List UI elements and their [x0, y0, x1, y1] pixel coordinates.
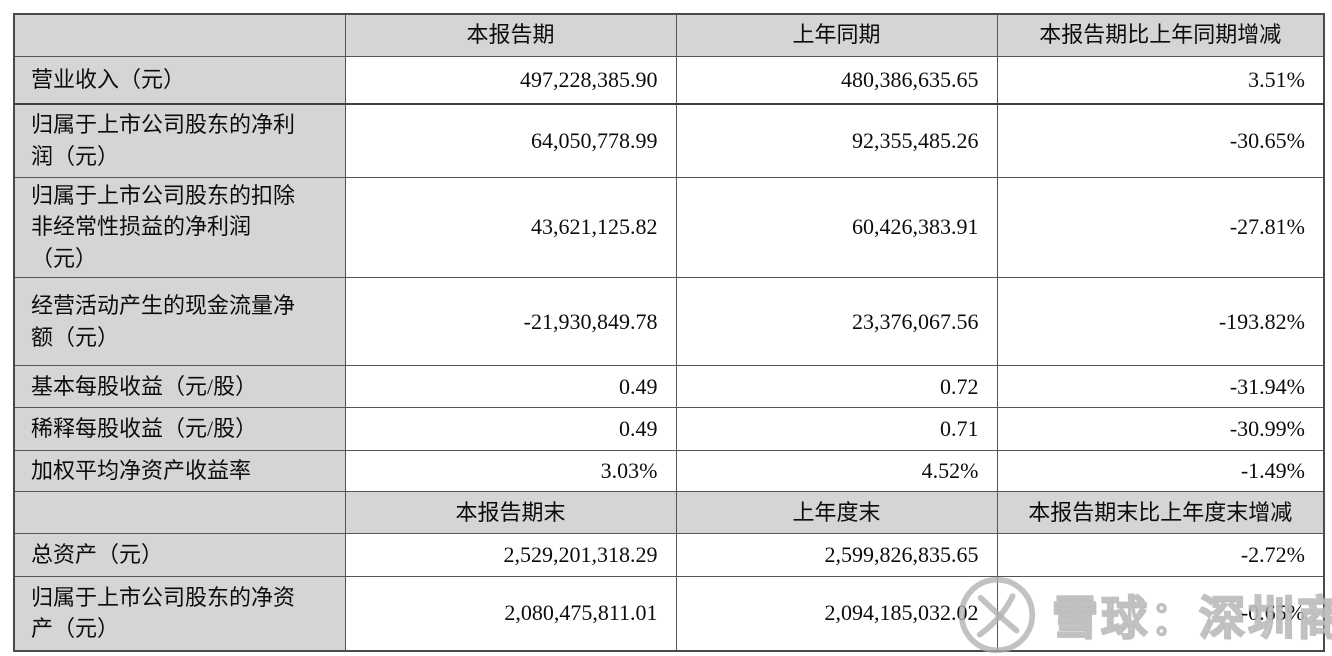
table-row-revenue: 营业收入（元） 497,228,385.90 480,386,635.65 3.… — [13, 55, 1325, 105]
row-label: 归属于上市公司股东的扣除 非经常性损益的净利润 （元） — [13, 176, 346, 279]
value-change: 3.51% — [996, 55, 1325, 105]
col-header-current-period: 本报告期 — [344, 13, 677, 57]
value-current: 3.03% — [344, 450, 677, 493]
row-label: 营业收入（元） — [13, 55, 346, 105]
value-current: 2,529,201,318.29 — [344, 533, 677, 578]
table-row-weighted-avg-roe: 加权平均净资产收益率 3.03% 4.52% -1.49% — [13, 450, 1325, 493]
table-row-diluted-eps: 稀释每股收益（元/股） 0.49 0.71 -30.99% — [13, 407, 1325, 452]
value-prior: 0.72 — [675, 365, 998, 409]
table-row-net-assets: 归属于上市公司股东的净资 产（元） 2,080,475,811.01 2,094… — [13, 576, 1325, 652]
value-current: 64,050,778.99 — [344, 103, 677, 178]
row-label: 总资产（元） — [13, 533, 346, 578]
value-current: 0.49 — [344, 407, 677, 452]
table-row-net-profit: 归属于上市公司股东的净利 润（元） 64,050,778.99 92,355,4… — [13, 103, 1325, 178]
value-current: 43,621,125.82 — [344, 176, 677, 279]
financial-summary-table: 本报告期 上年同期 本报告期比上年同期增减 营业收入（元） 497,228,38… — [13, 13, 1325, 652]
table-row-total-assets: 总资产（元） 2,529,201,318.29 2,599,826,835.65… — [13, 533, 1325, 578]
value-change: -0.65% — [996, 576, 1325, 652]
value-current: 0.49 — [344, 365, 677, 409]
table-row-net-profit-excl-nonrecurring: 归属于上市公司股东的扣除 非经常性损益的净利润 （元） 43,621,125.8… — [13, 176, 1325, 279]
value-prior: 4.52% — [675, 450, 998, 493]
value-current: -21,930,849.78 — [344, 277, 677, 367]
value-prior: 0.71 — [675, 407, 998, 452]
col-header-period-end-change: 本报告期末比上年度末增减 — [996, 491, 1325, 535]
col-header-prior-period: 上年同期 — [675, 13, 998, 57]
row-label: 归属于上市公司股东的净利 润（元） — [13, 103, 346, 178]
header-empty-cell — [13, 13, 346, 57]
col-header-period-change: 本报告期比上年同期增减 — [996, 13, 1325, 57]
row-label: 加权平均净资产收益率 — [13, 450, 346, 493]
value-change: -30.65% — [996, 103, 1325, 178]
value-change: -30.99% — [996, 407, 1325, 452]
header-empty-cell — [13, 491, 346, 535]
value-change: -27.81% — [996, 176, 1325, 279]
value-change: -1.49% — [996, 450, 1325, 493]
value-prior: 92,355,485.26 — [675, 103, 998, 178]
value-prior: 2,094,185,032.02 — [675, 576, 998, 652]
row-label: 稀释每股收益（元/股） — [13, 407, 346, 452]
value-current: 497,228,385.90 — [344, 55, 677, 105]
table-row-basic-eps: 基本每股收益（元/股） 0.49 0.72 -31.94% — [13, 365, 1325, 409]
value-prior: 2,599,826,835.65 — [675, 533, 998, 578]
value-prior: 480,386,635.65 — [675, 55, 998, 105]
value-prior: 60,426,383.91 — [675, 176, 998, 279]
table-row-operating-cash-flow: 经营活动产生的现金流量净 额（元） -21,930,849.78 23,376,… — [13, 277, 1325, 367]
row-label: 基本每股收益（元/股） — [13, 365, 346, 409]
col-header-prior-year-end: 上年度末 — [675, 491, 998, 535]
header-row-period-end: 本报告期末 上年度末 本报告期末比上年度末增减 — [13, 491, 1325, 535]
col-header-current-period-end: 本报告期末 — [344, 491, 677, 535]
value-change: -2.72% — [996, 533, 1325, 578]
value-current: 2,080,475,811.01 — [344, 576, 677, 652]
value-prior: 23,376,067.56 — [675, 277, 998, 367]
row-label: 归属于上市公司股东的净资 产（元） — [13, 576, 346, 652]
value-change: -31.94% — [996, 365, 1325, 409]
header-row-period: 本报告期 上年同期 本报告期比上年同期增减 — [13, 13, 1325, 57]
row-label: 经营活动产生的现金流量净 额（元） — [13, 277, 346, 367]
value-change: -193.82% — [996, 277, 1325, 367]
